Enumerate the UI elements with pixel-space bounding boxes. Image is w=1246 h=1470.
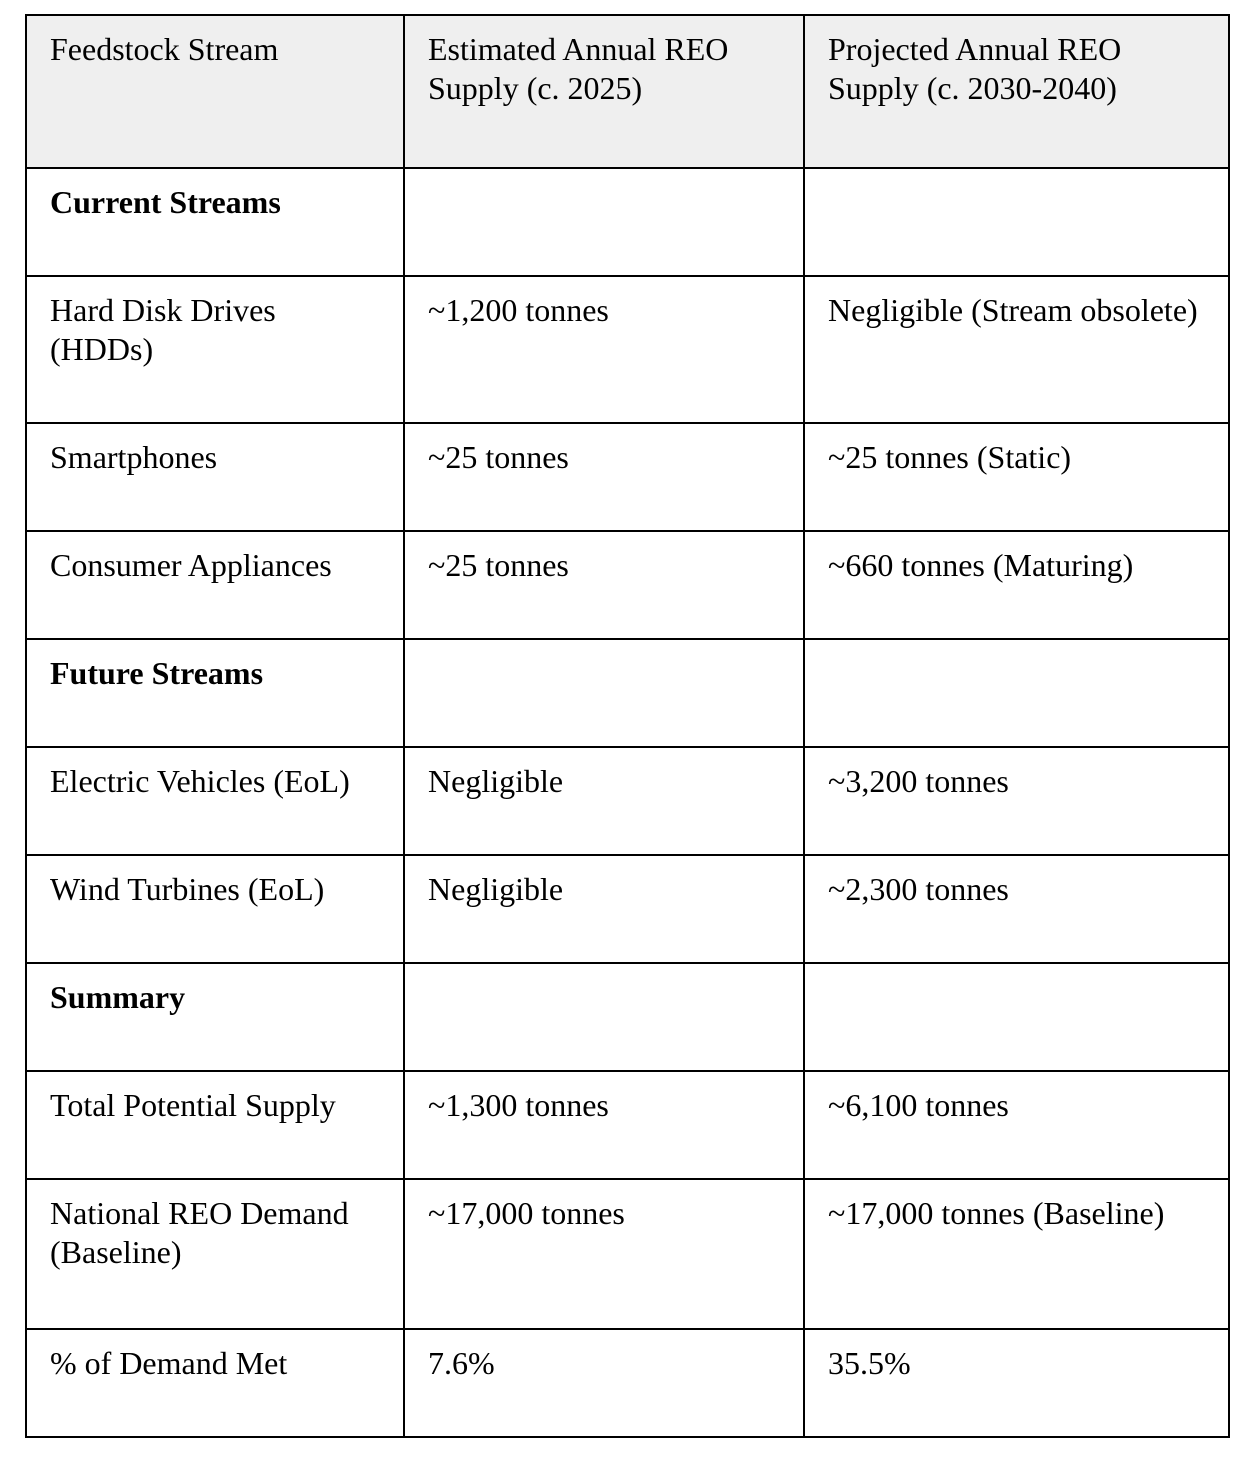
estimated-supply-cell: ~17,000 tonnes [403, 1178, 805, 1330]
estimated-supply-cell: ~25 tonnes [403, 530, 805, 640]
row-label: % of Demand Met [25, 1328, 405, 1438]
section-row-future-streams: Future Streams [25, 638, 1230, 748]
empty-cell [403, 962, 805, 1072]
estimated-supply-cell: 7.6% [403, 1328, 805, 1438]
projected-supply-cell: ~660 tonnes (Maturing) [803, 530, 1230, 640]
row-label: Electric Vehicles (EoL) [25, 746, 405, 856]
table-row-electric-vehicles: Electric Vehicles (EoL) Negligible ~3,20… [25, 746, 1230, 856]
projected-supply-cell: ~2,300 tonnes [803, 854, 1230, 964]
table-row-consumer-appliances: Consumer Appliances ~25 tonnes ~660 tonn… [25, 530, 1230, 640]
section-label: Summary [25, 962, 405, 1072]
header-cell-projected-supply-2030-2040: Projected Annual REO Supply (c. 2030-204… [803, 14, 1230, 169]
table-row-smartphones: Smartphones ~25 tonnes ~25 tonnes (Stati… [25, 422, 1230, 532]
table-row-hard-disk-drives: Hard Disk Drives (HDDs) ~1,200 tonnes Ne… [25, 275, 1230, 424]
table-row-total-potential-supply: Total Potential Supply ~1,300 tonnes ~6,… [25, 1070, 1230, 1180]
estimated-supply-cell: ~25 tonnes [403, 422, 805, 532]
row-label: Consumer Appliances [25, 530, 405, 640]
empty-cell [803, 638, 1230, 748]
table-row-wind-turbines: Wind Turbines (EoL) Negligible ~2,300 to… [25, 854, 1230, 964]
row-label: Wind Turbines (EoL) [25, 854, 405, 964]
header-cell-estimated-supply-2025: Estimated Annual REO Supply (c. 2025) [403, 14, 805, 169]
row-label: Total Potential Supply [25, 1070, 405, 1180]
row-label: National REO Demand (Baseline) [25, 1178, 405, 1330]
projected-supply-cell: 35.5% [803, 1328, 1230, 1438]
projected-supply-cell: ~6,100 tonnes [803, 1070, 1230, 1180]
table-header-row: Feedstock Stream Estimated Annual REO Su… [25, 14, 1230, 169]
table-row-percent-demand-met: % of Demand Met 7.6% 35.5% [25, 1328, 1230, 1438]
section-row-current-streams: Current Streams [25, 167, 1230, 277]
empty-cell [803, 962, 1230, 1072]
section-row-summary: Summary [25, 962, 1230, 1072]
projected-supply-cell: ~3,200 tonnes [803, 746, 1230, 856]
empty-cell [803, 167, 1230, 277]
estimated-supply-cell: ~1,300 tonnes [403, 1070, 805, 1180]
reo-supply-table: Feedstock Stream Estimated Annual REO Su… [25, 14, 1230, 1438]
empty-cell [403, 638, 805, 748]
section-label: Current Streams [25, 167, 405, 277]
table-row-national-reo-demand: National REO Demand (Baseline) ~17,000 t… [25, 1178, 1230, 1330]
row-label: Smartphones [25, 422, 405, 532]
projected-supply-cell: ~17,000 tonnes (Baseline) [803, 1178, 1230, 1330]
estimated-supply-cell: Negligible [403, 746, 805, 856]
empty-cell [403, 167, 805, 277]
section-label: Future Streams [25, 638, 405, 748]
projected-supply-cell: Negligible (Stream obsolete) [803, 275, 1230, 424]
estimated-supply-cell: ~1,200 tonnes [403, 275, 805, 424]
estimated-supply-cell: Negligible [403, 854, 805, 964]
row-label: Hard Disk Drives (HDDs) [25, 275, 405, 424]
header-cell-feedstock-stream: Feedstock Stream [25, 14, 405, 169]
projected-supply-cell: ~25 tonnes (Static) [803, 422, 1230, 532]
